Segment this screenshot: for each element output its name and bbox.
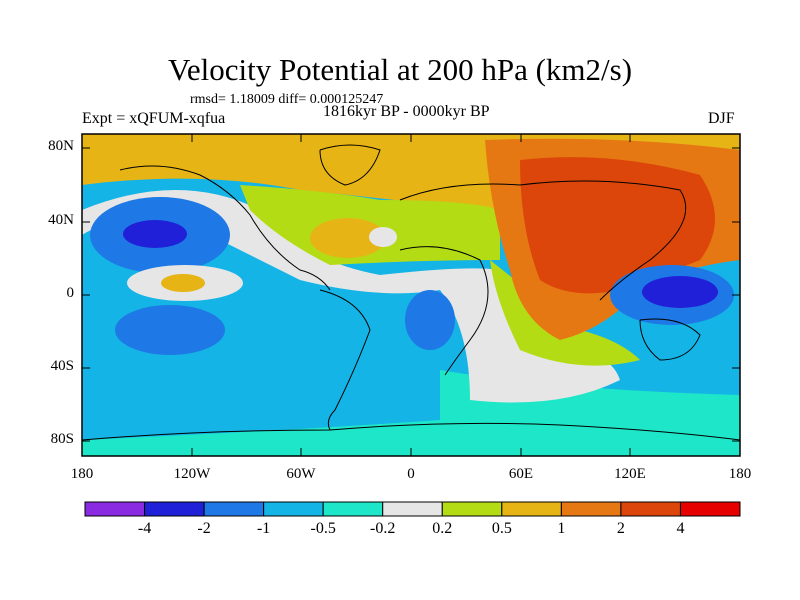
colorbar-swatch bbox=[322, 501, 384, 517]
colorbar bbox=[84, 501, 741, 517]
field-blob-maritime-core bbox=[642, 276, 718, 308]
field-blob-pacific-core bbox=[123, 220, 187, 248]
colorbar-swatch bbox=[501, 501, 562, 517]
colorbar-swatch bbox=[620, 501, 681, 517]
colorbar-swatch bbox=[560, 501, 622, 517]
colorbar-label: 1 bbox=[557, 520, 566, 537]
field-blob-white-spot bbox=[369, 227, 397, 247]
coastline-north-america bbox=[119, 165, 331, 291]
y-tick-label: 80S bbox=[50, 431, 74, 447]
coastline-australia bbox=[639, 318, 701, 361]
colorbar-swatch bbox=[382, 501, 443, 517]
colorbar-label: 0.2 bbox=[432, 520, 453, 537]
x-tick-label: 180 bbox=[70, 466, 94, 482]
field-band-green-south bbox=[490, 260, 640, 366]
field-band-asia-redorange bbox=[520, 157, 715, 294]
colorbar-label: -2 bbox=[197, 520, 211, 537]
field-band-zero-white bbox=[82, 190, 620, 403]
y-tick-label: 0 bbox=[66, 285, 75, 301]
colorbar-label: 0.5 bbox=[491, 520, 512, 537]
x-tick-label: 0 bbox=[407, 466, 415, 482]
field-blob-tropical-gold bbox=[161, 274, 205, 292]
contour-field bbox=[82, 134, 740, 456]
field-blob-atlantic-blue bbox=[405, 290, 455, 350]
coastline-south-america bbox=[319, 289, 371, 431]
stats-text: rmsd= 1.18009 diff= 0.000125247 bbox=[190, 92, 384, 107]
colorbar-label: 2 bbox=[616, 520, 625, 537]
coastlines bbox=[82, 144, 740, 441]
field-blob-southpacific-blue bbox=[115, 305, 225, 355]
colorbar-swatch bbox=[679, 501, 741, 517]
colorbar-label: -0.5 bbox=[310, 520, 336, 537]
coastline-antarctica bbox=[82, 422, 740, 441]
map-title: Velocity Potential at 200 hPa (km2/s) bbox=[167, 52, 633, 87]
colorbar-label: -0.2 bbox=[370, 520, 396, 537]
x-tick-label: 60E bbox=[508, 466, 534, 482]
colorbar-label: -4 bbox=[137, 520, 152, 537]
season-label: DJF bbox=[708, 110, 735, 127]
x-tick-label: 120W bbox=[173, 466, 211, 482]
coastline-eurasia bbox=[399, 180, 687, 301]
colorbar-swatch bbox=[84, 501, 146, 517]
x-tick-label: 180 bbox=[728, 466, 752, 482]
y-tick-label: 40S bbox=[50, 358, 74, 374]
experiment-label: Expt = xQFUM-xqfua bbox=[82, 110, 226, 127]
coastline-africa bbox=[399, 246, 489, 376]
colorbar-swatch bbox=[263, 501, 324, 517]
x-tick-label: 60W bbox=[286, 466, 316, 482]
x-tick-marks bbox=[81, 134, 741, 456]
colorbar-label: 4 bbox=[676, 520, 685, 537]
colorbar-swatch bbox=[203, 501, 265, 517]
field-blob-atlantic-gold bbox=[310, 218, 386, 258]
y-tick-label: 40N bbox=[48, 212, 74, 228]
x-tick-label: 120E bbox=[614, 466, 646, 482]
colorbar-swatch bbox=[144, 501, 205, 517]
period-text: 1816kyr BP - 0000kyr BP bbox=[323, 103, 490, 120]
colorbar-label: -1 bbox=[256, 520, 271, 537]
y-tick-marks bbox=[82, 147, 740, 442]
colorbar-swatch bbox=[441, 501, 503, 517]
coastline-greenland bbox=[319, 144, 381, 186]
y-tick-label: 80N bbox=[48, 138, 74, 154]
